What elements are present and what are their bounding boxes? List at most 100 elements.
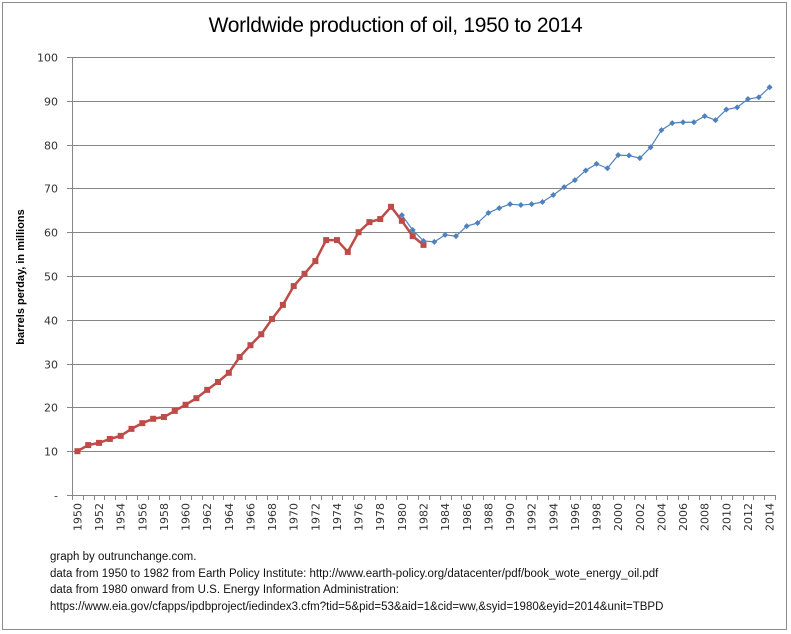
data-point-1982 [420,237,427,244]
data-point-1950 [74,448,81,455]
data-point-1989 [496,205,503,212]
data-point-1970 [290,283,297,290]
data-point-1953 [106,435,113,442]
data-point-1998 [593,160,600,167]
axes [67,57,776,500]
data-point-2011 [734,104,741,111]
data-point-1985 [452,233,459,240]
data-point-1965 [236,354,243,361]
y-tick-label: 90 [44,96,58,109]
data-point-1954 [117,432,124,439]
x-tick-label: 1950 [71,503,84,531]
y-tick-label: - [54,490,58,503]
data-point-1956 [139,420,146,427]
data-point-1987 [474,220,481,227]
data-point-1994 [550,191,557,198]
series-line [76,205,425,453]
data-point-2006 [680,119,687,126]
data-point-1966 [247,342,254,349]
x-tick-label: 1968 [266,503,279,531]
x-tick-label: 1962 [201,503,214,531]
x-tick-label: 1960 [180,503,193,531]
data-point-1976 [355,229,362,236]
data-point-1955 [128,425,135,432]
x-tick-label: 1978 [374,503,387,531]
y-tick-label: 30 [44,359,58,372]
x-tick-label: 2002 [634,503,647,531]
x-tick-label: 1980 [396,503,409,531]
x-tick-label: 2014 [764,503,777,531]
data-point-2007 [690,119,697,126]
data-point-1961 [193,395,200,402]
x-tick-label: 1990 [504,503,517,531]
data-point-1980 [398,217,405,224]
data-point-1988 [485,209,492,216]
gridlines [72,57,775,452]
data-point-1958 [160,414,167,421]
data-point-2002 [636,155,643,162]
y-tick-label: 20 [44,402,58,415]
y-tick-label: 100 [37,52,58,65]
x-tick-label: 1988 [482,503,495,531]
source-url-eia: https://www.eia.gov/cfapps/ipdbproject/i… [50,600,664,613]
data-point-1951 [85,442,92,449]
data-point-1964 [225,369,232,376]
chart-title: Worldwide production of oil, 1950 to 201… [208,14,583,37]
series-eia [398,84,773,245]
x-tick-label: 1952 [93,503,106,531]
y-tick-label: 80 [44,140,58,153]
x-tick-label: 1996 [569,503,582,531]
data-point-2001 [625,152,632,159]
data-point-1968 [269,315,276,322]
data-point-2008 [701,113,708,120]
data-point-1973 [323,237,330,244]
series-line [401,86,771,243]
x-tick-labels: 1950 1952 1954 1956 1958 1960 1962 1964 1966 1968… [71,503,776,531]
data-point-1959 [171,407,178,414]
data-point-1974 [333,237,340,244]
source-notes: graph by outrunchange.com. data from 195… [50,549,663,615]
data-point-1967 [258,331,265,338]
x-tick-label: 2006 [677,503,690,531]
x-tick-label: 1956 [136,503,149,531]
data-point-1993 [539,198,546,205]
data-point-1980 [398,212,405,219]
x-tick-label: 1994 [547,503,560,531]
data-point-1977 [366,219,373,226]
data-point-1963 [215,378,222,385]
x-tick-label: 1964 [223,503,236,531]
data-series [74,84,773,455]
data-point-1981 [409,233,416,240]
data-point-1991 [517,202,524,209]
x-tick-label: 2010 [720,503,733,531]
x-tick-label: 1998 [591,503,604,531]
data-point-1986 [463,223,470,230]
series-epi [74,203,427,455]
data-point-1979 [388,203,395,210]
x-tick-label: 1958 [158,503,171,531]
y-tick-label: 60 [44,227,58,240]
data-point-1969 [279,301,286,308]
data-point-2014 [766,84,773,91]
data-point-1984 [442,231,449,238]
y-tick-labels: - 10 20 30 40 50 60 70 80 90 100 [37,52,58,503]
data-point-2010 [723,106,730,113]
x-tick-label: 1954 [115,503,128,531]
data-point-1990 [507,201,514,208]
data-point-1995 [561,184,568,191]
x-tick-label: 2008 [699,503,712,531]
data-point-1992 [528,201,535,208]
data-point-1982 [420,241,427,248]
data-point-1978 [377,216,384,223]
y-tick-label: 10 [44,446,58,459]
x-tick-label: 1970 [288,503,301,531]
x-tick-label: 1992 [526,503,539,531]
data-point-1981 [409,227,416,234]
x-tick-label: 1982 [418,503,431,531]
data-point-1962 [204,386,211,393]
source-line-epi: data from 1950 to 1982 from Earth Policy… [50,567,659,580]
data-point-1996 [571,177,578,184]
x-tick-label: 2000 [612,503,625,531]
